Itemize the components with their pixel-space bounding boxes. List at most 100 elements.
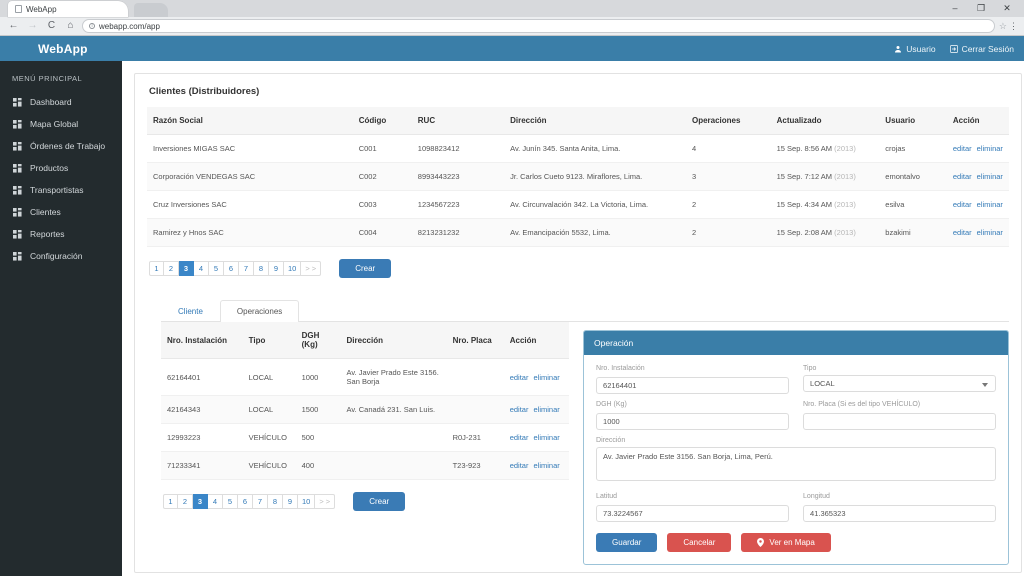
cell-dgh: 1000 (295, 358, 341, 396)
page-8[interactable]: 8 (254, 261, 269, 276)
back-icon[interactable]: ← (8, 20, 19, 31)
page-8[interactable]: 8 (268, 494, 283, 509)
actualizado-date: 15 Sep. 7:12 AM (776, 172, 833, 181)
sidebar-item-reportes[interactable]: Reportes (0, 223, 122, 245)
app-brand[interactable]: WebApp (38, 41, 88, 56)
direccion-textarea[interactable]: Av. Javier Prado Este 3156. San Borja, L… (596, 447, 996, 481)
sidebar-item-ordenes-de-trabajo[interactable]: Órdenes de Trabajo (0, 135, 122, 157)
create-client-button[interactable]: Crear (339, 259, 392, 278)
minimize-icon[interactable]: – (952, 3, 958, 13)
table-row: 71233341 VEHÍCULO 400 T23-923 editar elim… (161, 451, 570, 480)
navbar-logout[interactable]: Cerrar Sesión (949, 44, 1014, 54)
sidebar-item-productos[interactable]: Productos (0, 157, 122, 179)
sidebar-item-transportistas[interactable]: Transportistas (0, 179, 122, 201)
sidebar-item-dashboard[interactable]: Dashboard (0, 91, 122, 113)
tipo-label: Tipo (803, 365, 817, 372)
edit-link[interactable]: editar (509, 433, 529, 442)
dgh-input[interactable] (596, 413, 790, 430)
delete-link[interactable]: eliminar (976, 200, 1003, 209)
cell-direccion (340, 451, 447, 480)
chevron-down-icon (982, 382, 989, 387)
page-4[interactable]: 4 (208, 494, 223, 509)
page-9[interactable]: 9 (269, 261, 284, 276)
actualizado-date: 15 Sep. 8:56 AM (776, 144, 833, 153)
page-2[interactable]: 2 (178, 494, 193, 509)
close-icon[interactable]: ✕ (1003, 3, 1011, 13)
nro-placa-input[interactable] (803, 413, 997, 430)
sidebar-item-mapa-global[interactable]: Mapa Global (0, 113, 122, 135)
reload-icon[interactable]: C (47, 20, 56, 31)
map-pin-icon (757, 538, 765, 547)
operations-header-row: Nro. Instalación Tipo DGH (Kg) Dirección… (161, 322, 570, 359)
sidebar: MENÚ PRINCIPAL Dashboard Mapa Global Órd… (0, 61, 122, 576)
page-10[interactable]: 10 (284, 261, 302, 276)
col-accion: Acción (946, 107, 1009, 135)
cell-nro-instalacion: 71233341 (161, 451, 243, 480)
page-7[interactable]: 7 (253, 494, 268, 509)
page-7[interactable]: 7 (239, 261, 254, 276)
page-1[interactable]: 1 (149, 261, 164, 276)
forward-icon[interactable]: → (27, 20, 38, 31)
browser-tab[interactable]: WebApp (8, 1, 128, 17)
new-tab-button[interactable] (134, 3, 168, 17)
cell-razon-social: Cruz Inversiones SAC (147, 190, 353, 219)
delete-link[interactable]: eliminar (976, 144, 1003, 153)
address-bar[interactable]: i webapp.com/app (82, 19, 995, 33)
page-2[interactable]: 2 (164, 261, 179, 276)
save-button[interactable]: Guardar (596, 533, 658, 552)
edit-link[interactable]: editar (509, 372, 529, 382)
page-6[interactable]: 6 (224, 261, 239, 276)
cell-placa (446, 358, 504, 396)
sidebar-item-clientes[interactable]: Clientes (0, 201, 122, 223)
nro-instalacion-input[interactable] (596, 377, 790, 394)
home-icon[interactable]: ⌂ (67, 20, 74, 31)
longitud-input[interactable] (803, 505, 997, 522)
edit-link[interactable]: editar (509, 405, 529, 414)
cell-direccion: Jr. Carlos Cueto 9123. Miraflores, Lima. (504, 162, 686, 191)
delete-link[interactable]: eliminar (533, 405, 560, 414)
edit-link[interactable]: editar (952, 172, 972, 181)
page-4[interactable]: 4 (194, 261, 209, 276)
page-3[interactable]: 3 (193, 494, 208, 509)
operation-form-pane: Operación Nro. Instalación Tipo (583, 330, 1009, 565)
delete-link[interactable]: eliminar (976, 172, 1003, 181)
create-operation-button[interactable]: Crear (353, 492, 406, 511)
edit-link[interactable]: editar (952, 200, 972, 209)
page-5[interactable]: 5 (209, 261, 224, 276)
page-9[interactable]: 9 (283, 494, 298, 509)
maximize-icon[interactable]: ❐ (976, 3, 986, 13)
delete-link[interactable]: eliminar (533, 461, 560, 470)
clients-table-head: Razón Social Código RUC Dirección Operac… (147, 107, 1009, 135)
actualizado-year: (2013) (834, 200, 856, 209)
cell-tipo: VEHÍCULO (242, 451, 296, 480)
browser-menu-icon[interactable]: ⋮ (1009, 20, 1018, 31)
delete-link[interactable]: eliminar (533, 433, 560, 442)
page-next[interactable]: > > (301, 261, 322, 276)
page-5[interactable]: 5 (223, 494, 238, 509)
edit-link[interactable]: editar (952, 228, 972, 237)
edit-link[interactable]: editar (509, 461, 529, 470)
edit-link[interactable]: editar (952, 144, 972, 153)
delete-link[interactable]: eliminar (976, 228, 1003, 237)
page-3[interactable]: 3 (179, 261, 194, 276)
sidebar-item-configuracion[interactable]: Configuración (0, 245, 122, 267)
tipo-select[interactable]: LOCAL (803, 375, 997, 392)
page-10[interactable]: 10 (298, 494, 316, 509)
site-info-icon[interactable]: i (89, 23, 95, 29)
page-next[interactable]: > > (315, 494, 336, 509)
detail-tabs: Cliente Operaciones (161, 300, 1009, 322)
cancel-button[interactable]: Cancelar (667, 533, 732, 552)
tab-operaciones[interactable]: Operaciones (219, 300, 300, 322)
bookmark-star-icon[interactable]: ☆ (998, 20, 1007, 31)
cell-codigo: C004 (352, 218, 412, 247)
page-1[interactable]: 1 (163, 494, 178, 509)
table-row: Inversiones MIGAS SAC C001 1098823412 Av… (147, 134, 1009, 163)
delete-link[interactable]: eliminar (533, 372, 560, 382)
page-6[interactable]: 6 (238, 494, 253, 509)
detail-area: Nro. Instalación Tipo DGH (Kg) Dirección… (161, 322, 1009, 565)
latitud-input[interactable] (596, 505, 790, 522)
tab-cliente[interactable]: Cliente (178, 307, 203, 316)
view-on-map-button[interactable]: Ver en Mapa (741, 533, 831, 552)
browser-chrome: WebApp – ❐ ✕ ← → C ⌂ i webapp.com/app ☆ … (0, 0, 1024, 36)
navbar-user[interactable]: Usuario (894, 44, 936, 54)
